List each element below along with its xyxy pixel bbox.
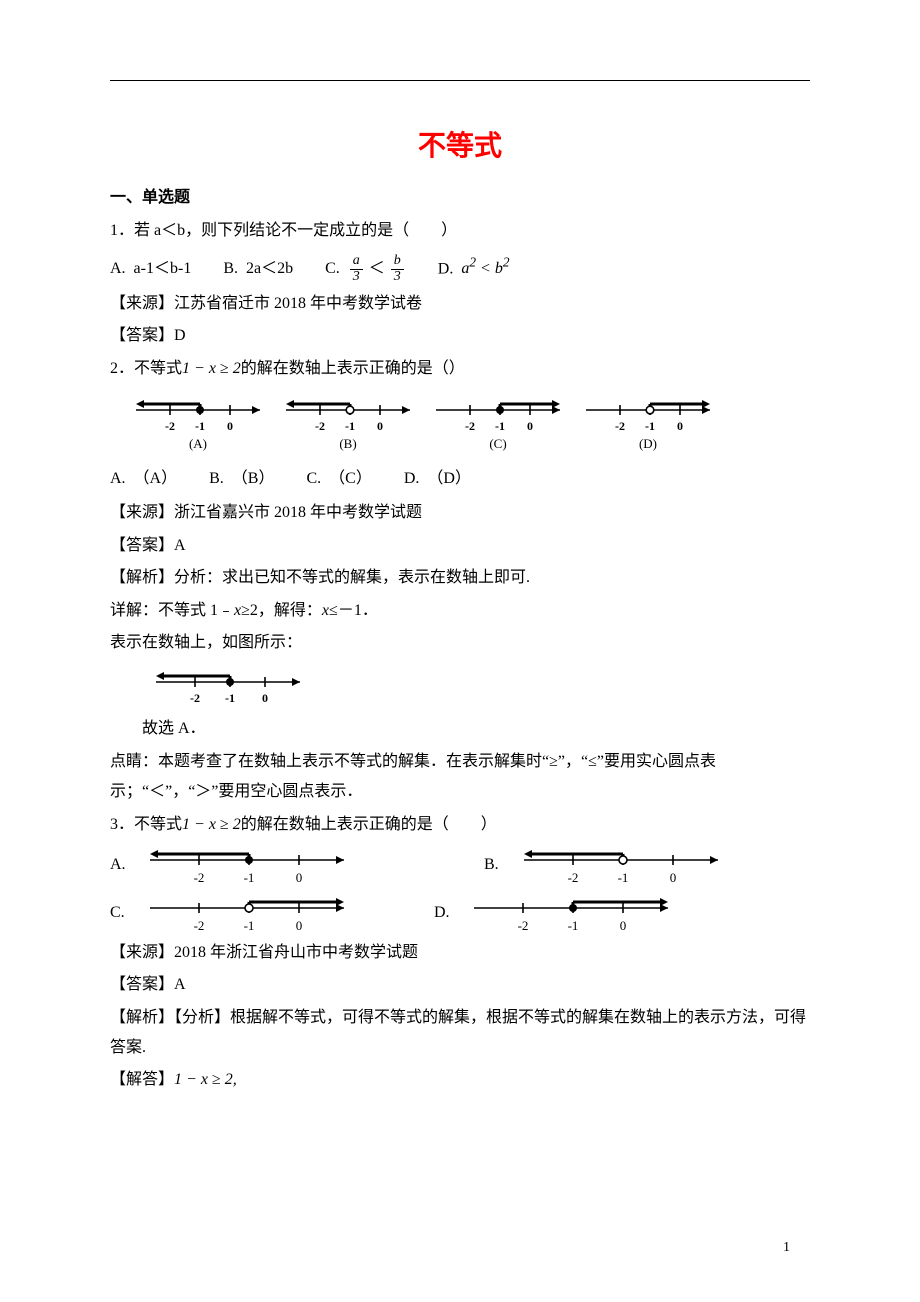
numberline-row: -2 -1 0 (A) -2 -1 0 <box>130 390 730 460</box>
q1-option-b: B. 2a＜2b <box>223 254 293 284</box>
q1-stem: 1．若 a＜b，则下列结论不一定成立的是（ ） <box>110 216 810 246</box>
svg-text:(A): (A) <box>189 436 207 451</box>
svg-text:0: 0 <box>527 419 533 433</box>
svg-text:0: 0 <box>620 918 627 933</box>
q2-option-a: A. （A） <box>110 464 177 494</box>
section-heading: 一、单选题 <box>110 183 810 213</box>
q3-row-cd: C. -2 -1 0 D. -2 -1 0 <box>110 890 810 936</box>
page-number: 1 <box>783 1235 790 1262</box>
q1-option-d: D. a2 < b2 <box>438 250 510 285</box>
svg-text:0: 0 <box>670 870 677 885</box>
option-label: C. <box>325 260 348 277</box>
q2-source: 【来源】浙江省嘉兴市 2018 年中考数学试题 <box>110 498 810 528</box>
q2-analysis-3: 表示在数轴上，如图所示： <box>110 628 810 658</box>
svg-text:-1: -1 <box>244 870 255 885</box>
document-page: 不等式 一、单选题 1．若 a＜b，则下列结论不一定成立的是（ ） A. a-1… <box>0 0 920 1302</box>
svg-text:-1: -1 <box>618 870 629 885</box>
q3-numberline-c: -2 -1 0 <box>144 890 354 936</box>
svg-text:0: 0 <box>262 691 268 705</box>
numberline-result: -2 -1 0 <box>150 664 310 708</box>
q1-source: 【来源】江苏省宿迁市 2018 年中考数学试卷 <box>110 289 810 319</box>
svg-text:-2: -2 <box>568 870 579 885</box>
svg-text:-2: -2 <box>518 918 529 933</box>
q2-option-d: D. （D） <box>404 464 471 494</box>
q2-option-b: B. （B） <box>209 464 274 494</box>
svg-text:(B): (B) <box>339 436 356 451</box>
fraction-a-over-3: a 3 <box>350 254 363 284</box>
q3-numberline-a: -2 -1 0 <box>144 842 354 888</box>
q2-options: A. （A） B. （B） C. （C） D. （D） <box>110 464 810 494</box>
q3-label-a: A. <box>110 850 134 880</box>
svg-text:-1: -1 <box>195 419 205 433</box>
top-rule <box>110 80 810 81</box>
q2-answer: 【答案】A <box>110 531 810 561</box>
q2-conclude: 故选 A． <box>110 714 810 744</box>
q2-analysis-2: 详解：不等式 1﹣x≥2，解得：x≤－1． <box>110 596 810 626</box>
expression: a2 < b2 <box>461 260 509 277</box>
q3-label-d: D. <box>434 898 458 928</box>
q2-result-numberline: -2 -1 0 <box>150 664 810 708</box>
q2-tip: 点睛：本题考查了在数轴上表示不等式的解集．在表示解集时“≥”，“≤”要用实心圆点… <box>110 747 810 808</box>
svg-text:0: 0 <box>296 870 303 885</box>
q3-numberline-d: -2 -1 0 <box>468 890 678 936</box>
q2-stem: 2．不等式1 − x ≥ 2的解在数轴上表示正确的是（） <box>110 354 810 384</box>
svg-text:-2: -2 <box>190 691 200 705</box>
q3-row-ab: A. -2 -1 0 B. -2 -1 0 <box>110 842 810 888</box>
svg-text:-2: -2 <box>465 419 475 433</box>
q1-answer: 【答案】D <box>110 321 810 351</box>
svg-text:-1: -1 <box>345 419 355 433</box>
q3-label-c: C. <box>110 898 134 928</box>
q3-numberline-b: -2 -1 0 <box>518 842 728 888</box>
svg-text:-2: -2 <box>315 419 325 433</box>
svg-text:0: 0 <box>377 419 383 433</box>
q3-analysis-1: 【解析】【分析】根据解不等式，可得不等式的解集，根据不等式的解集在数轴上的表示方… <box>110 1003 810 1064</box>
svg-text:(D): (D) <box>639 436 657 451</box>
svg-text:(C): (C) <box>489 436 506 451</box>
svg-text:0: 0 <box>227 419 233 433</box>
svg-text:0: 0 <box>677 419 683 433</box>
document-title: 不等式 <box>110 120 810 173</box>
q3-stem: 3．不等式1 − x ≥ 2的解在数轴上表示正确的是（ ） <box>110 810 810 840</box>
q3-label-b: B. <box>484 850 508 880</box>
svg-text:-1: -1 <box>244 918 255 933</box>
svg-text:-2: -2 <box>165 419 175 433</box>
svg-text:-2: -2 <box>615 419 625 433</box>
svg-text:-1: -1 <box>568 918 579 933</box>
svg-text:-1: -1 <box>225 691 235 705</box>
q3-answer: 【答案】A <box>110 970 810 1000</box>
option-label: D. <box>438 260 462 277</box>
fraction-b-over-3: b 3 <box>391 254 404 284</box>
q3-solve: 【解答】1 − x ≥ 2, <box>110 1065 810 1095</box>
svg-text:-2: -2 <box>194 870 205 885</box>
q2-analysis-1: 【解析】分析：求出已知不等式的解集，表示在数轴上即可. <box>110 563 810 593</box>
svg-text:-2: -2 <box>194 918 205 933</box>
svg-text:-1: -1 <box>495 419 505 433</box>
q3-source: 【来源】2018 年浙江省舟山市中考数学试题 <box>110 938 810 968</box>
less-than: ＜ <box>369 260 385 277</box>
q1-option-c: C. a 3 ＜ b 3 <box>325 254 406 285</box>
svg-text:0: 0 <box>296 918 303 933</box>
q1-options: A. a-1＜b-1 B. 2a＜2b C. a 3 ＜ b 3 D. a2 <… <box>110 250 810 285</box>
svg-text:-1: -1 <box>645 419 655 433</box>
q2-numberlines: -2 -1 0 (A) -2 -1 0 <box>130 390 810 460</box>
q2-option-c: C. （C） <box>306 464 371 494</box>
q1-option-a: A. a-1＜b-1 <box>110 254 191 284</box>
